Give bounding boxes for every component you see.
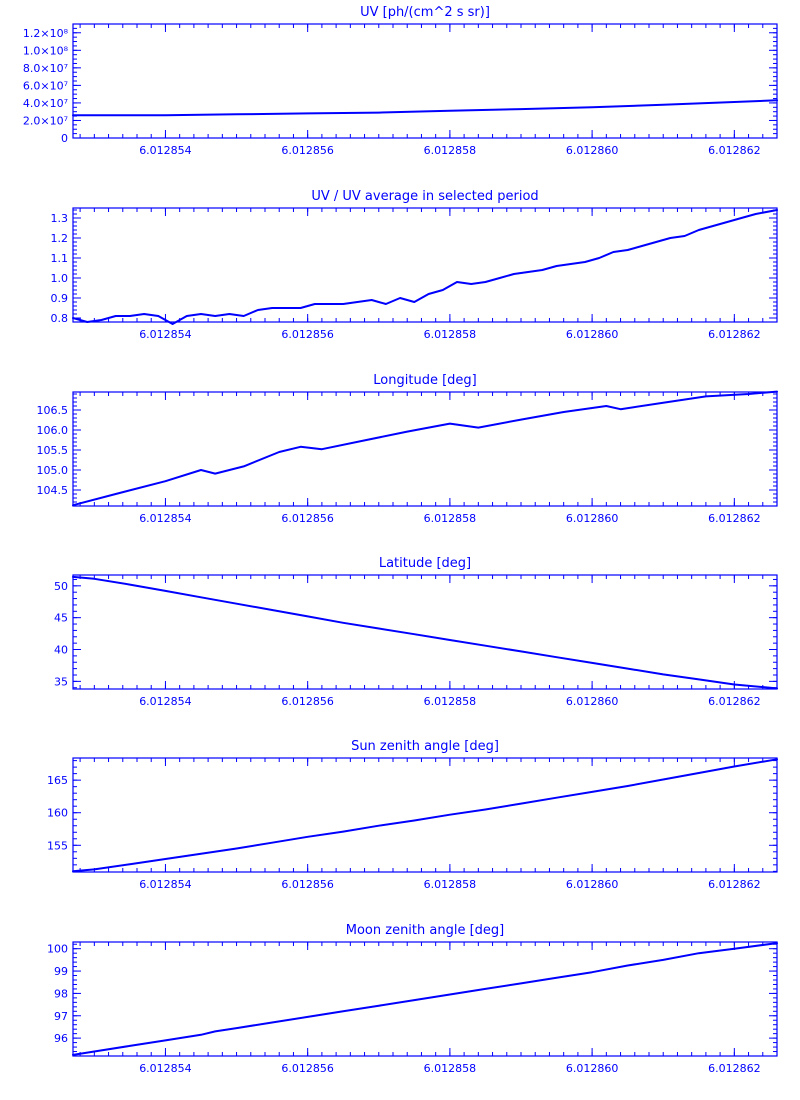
x-tick-label: 6.012858 (424, 1062, 477, 1075)
x-tick-label: 6.012854 (139, 695, 192, 708)
y-tick-label: 1.0 (51, 272, 69, 285)
x-tick-label: 6.012856 (281, 695, 334, 708)
x-tick-label: 6.012858 (424, 695, 477, 708)
y-tick-label: 40 (54, 644, 68, 657)
x-tick-label: 6.012856 (281, 144, 334, 157)
x-tick-label: 6.012860 (566, 878, 619, 891)
y-tick-label: 105.5 (37, 444, 69, 457)
y-tick-label: 0.9 (51, 292, 69, 305)
y-tick-label: 155 (47, 839, 68, 852)
x-tick-label: 6.012862 (708, 144, 761, 157)
plot-frame (72, 941, 778, 1057)
plot-frame (72, 574, 778, 690)
y-tick-label: 35 (54, 675, 68, 688)
x-tick-label: 6.012856 (281, 1062, 334, 1075)
x-tick-label: 6.012862 (708, 878, 761, 891)
series-line-1 (72, 390, 778, 507)
chart-panel-5: Sun zenith angle [deg] 6.012854 6.012856 6.… (47, 739, 778, 891)
y-tick-label: 8.0×10⁷ (23, 62, 68, 75)
plot-frame (72, 757, 778, 873)
y-tick-label: 165 (47, 774, 68, 787)
series-line-1 (72, 209, 778, 325)
chart-title: Moon zenith angle [deg] (346, 923, 504, 938)
x-tick-label: 6.012862 (708, 695, 761, 708)
chart-panel-1: UV [ph/(cm^2 s sr)] 6.012854 6.012856 6.012… (23, 5, 778, 157)
y-tick-label: 6.0×10⁷ (23, 79, 68, 92)
x-tick-label: 6.012854 (139, 328, 192, 341)
x-tick-label: 6.012854 (139, 144, 192, 157)
chart-panel-6: Moon zenith angle [deg] 6.012854 6.012856 6… (47, 923, 778, 1075)
y-tick-label: 98 (54, 987, 68, 1000)
x-tick-label: 6.012862 (708, 328, 761, 341)
series-line-1 (72, 575, 778, 690)
x-tick-label: 6.012858 (424, 878, 477, 891)
x-tick-label: 6.012856 (281, 328, 334, 341)
y-tick-label: 106.5 (37, 404, 69, 417)
x-tick-label: 6.012860 (566, 328, 619, 341)
y-tick-label: 100 (47, 943, 68, 956)
y-tick-label: 1.1 (51, 252, 69, 265)
chart-title: UV / UV average in selected period (311, 189, 538, 204)
y-tick-label: 1.2×10⁸ (23, 27, 69, 40)
chart-panel-2: UV / UV average in selected period 6.0128… (51, 189, 778, 341)
y-tick-label: 2.0×10⁷ (23, 114, 68, 127)
x-tick-label: 6.012856 (281, 512, 334, 525)
series-line-1 (72, 99, 778, 117)
y-tick-label: 50 (54, 580, 68, 593)
x-tick-label: 6.012854 (139, 512, 192, 525)
x-tick-label: 6.012860 (566, 512, 619, 525)
y-tick-label: 104.5 (37, 484, 69, 497)
x-tick-label: 6.012858 (424, 512, 477, 525)
chart-title: Sun zenith angle [deg] (351, 739, 499, 754)
y-tick-label: 96 (54, 1032, 68, 1045)
y-tick-label: 0.8 (51, 312, 69, 325)
y-tick-label: 105.0 (37, 464, 69, 477)
x-tick-label: 6.012860 (566, 1062, 619, 1075)
x-tick-label: 6.012858 (424, 328, 477, 341)
y-tick-label: 0 (61, 132, 68, 145)
series-line-1 (72, 942, 778, 1056)
plot-frame (72, 207, 778, 323)
y-tick-label: 1.2 (51, 232, 69, 245)
chart-panel-4: Latitude [deg] 6.012854 6.012856 6.012858 6.… (54, 556, 778, 708)
x-tick-label: 6.012860 (566, 144, 619, 157)
y-tick-label: 1.0×10⁸ (23, 44, 69, 57)
y-tick-label: 99 (54, 965, 68, 978)
y-tick-label: 45 (54, 612, 68, 625)
x-tick-label: 6.012854 (139, 1062, 192, 1075)
plot-frame (72, 23, 778, 139)
series-line-1 (72, 758, 778, 873)
x-tick-label: 6.012860 (566, 695, 619, 708)
y-tick-label: 160 (47, 807, 68, 820)
plot-frame (72, 391, 778, 507)
chart-panel-3: Longitude [deg] 6.012854 6.012856 6.012858 6… (37, 373, 778, 525)
y-tick-label: 97 (54, 1010, 68, 1023)
y-tick-label: 106.0 (37, 424, 69, 437)
x-tick-label: 6.012862 (708, 512, 761, 525)
chart-title: Latitude [deg] (379, 556, 471, 571)
x-tick-label: 6.012858 (424, 144, 477, 157)
y-tick-label: 4.0×10⁷ (23, 97, 68, 110)
chart-title: Longitude [deg] (373, 373, 476, 388)
x-tick-label: 6.012862 (708, 1062, 761, 1075)
x-tick-label: 6.012856 (281, 878, 334, 891)
y-tick-label: 1.3 (51, 212, 69, 225)
chart-title: UV [ph/(cm^2 s sr)] (360, 5, 490, 20)
x-tick-label: 6.012854 (139, 878, 192, 891)
